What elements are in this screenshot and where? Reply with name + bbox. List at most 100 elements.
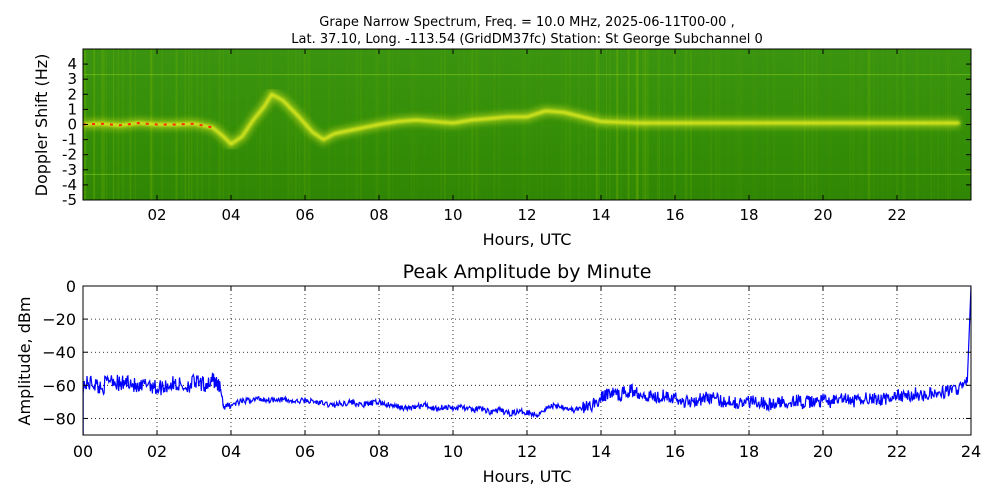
noise-streak: [498, 49, 501, 200]
noise-streak: [256, 49, 258, 200]
noise-streak: [565, 49, 567, 200]
noise-streak: [564, 49, 566, 200]
doppler-trace: [83, 92, 960, 147]
noise-streak: [569, 49, 572, 200]
bottom-y-tick-label: −20: [42, 310, 76, 329]
top-y-tick-label: -3: [62, 161, 77, 179]
bottom-x-tick-label: 12: [517, 442, 537, 461]
bottom-x-axis-label: Hours, UTC: [483, 467, 572, 486]
noise-streak: [222, 49, 225, 200]
noise-streak: [218, 49, 221, 200]
noise-streak: [346, 49, 348, 200]
noise-streak: [585, 49, 587, 200]
top-y-tick-label: 3: [67, 70, 77, 88]
bottom-x-tick-label: 18: [739, 442, 759, 461]
bottom-x-tick-label: 16: [665, 442, 685, 461]
top-y-tick-label: 2: [67, 85, 77, 103]
noise-streak: [497, 49, 498, 200]
top-y-axis-label: Doppler Shift (Hz): [32, 54, 51, 197]
noise-streak: [579, 49, 581, 200]
bottom-x-tick-label: 14: [591, 442, 611, 461]
amplitude-line: [83, 286, 971, 419]
bottom-x-tick-label: 24: [961, 442, 981, 461]
bottom-y-tick-label: 0: [66, 277, 76, 296]
top-y-tick-label: 4: [67, 55, 77, 73]
bottom-x-tick-label: 20: [813, 442, 833, 461]
top-x-axis-label: Hours, UTC: [483, 230, 572, 249]
noise-streak: [582, 49, 584, 200]
top-x-tick-label: 04: [221, 206, 240, 224]
noise-streak: [280, 49, 282, 200]
bottom-x-tick-label: 00: [73, 442, 93, 461]
bottom-x-tick-label: 10: [443, 442, 463, 461]
noise-streak: [479, 49, 481, 200]
noise-streak: [236, 49, 238, 200]
bottom-y-tick-label: −40: [42, 343, 76, 362]
bottom-x-tick-label: 22: [887, 442, 907, 461]
noise-streak: [536, 49, 539, 200]
noise-streak: [234, 49, 235, 200]
bottom-y-axis-label: Amplitude, dBm: [15, 297, 34, 426]
top-x-tick-label: 06: [295, 206, 314, 224]
noise-streak: [334, 49, 336, 200]
noise-streak: [227, 49, 230, 200]
top-y-tick-label: -2: [62, 146, 77, 164]
top-y-tick-label: 1: [67, 100, 77, 118]
top-x-tick-label: 10: [443, 206, 462, 224]
noise-streak: [294, 49, 297, 200]
noise-streak: [517, 49, 518, 200]
top-x-tick-label: 16: [665, 206, 684, 224]
top-y-tick-label: -4: [62, 176, 77, 194]
noise-streak: [965, 49, 967, 200]
noise-streak: [270, 49, 272, 200]
noise-streak: [541, 49, 543, 200]
noise-streak: [524, 49, 526, 200]
noise-streak: [558, 49, 560, 200]
noise-streak: [263, 49, 265, 200]
noise-streak: [270, 49, 272, 200]
noise-streak: [568, 49, 570, 200]
noise-streak: [522, 49, 524, 200]
top-x-tick-label: 08: [369, 206, 388, 224]
noise-streak: [546, 49, 548, 200]
noise-streak: [577, 49, 580, 200]
top-y-tick-label: 0: [67, 116, 77, 134]
doppler-peak-segment: [83, 121, 213, 129]
bottom-y-tick-label: −80: [42, 409, 76, 428]
top-x-tick-label: 02: [147, 206, 166, 224]
top-x-tick-label: 20: [813, 206, 832, 224]
top-x-tick-label: 18: [739, 206, 758, 224]
noise-streak: [258, 49, 260, 200]
noise-streak: [290, 49, 292, 200]
noise-streak: [535, 49, 536, 200]
amplitude-chart-title: Peak Amplitude by Minute: [403, 261, 652, 283]
noise-streak: [295, 49, 297, 200]
noise-streak: [560, 49, 563, 200]
noise-streak: [590, 49, 591, 200]
noise-streak: [527, 49, 530, 200]
top-y-tick-label: -1: [62, 131, 77, 149]
figure-title-line2: Lat. 37.10, Long. -113.54 (GridDM37fc) S…: [291, 32, 762, 47]
noise-streak: [566, 49, 568, 200]
bottom-x-tick-label: 02: [147, 442, 167, 461]
noise-streak: [292, 49, 294, 200]
top-y-tick-label: -5: [62, 191, 77, 209]
top-x-tick-label: 22: [887, 206, 906, 224]
bottom-x-tick-label: 04: [221, 442, 241, 461]
noise-streak: [266, 49, 268, 200]
bottom-y-tick-label: −60: [42, 376, 76, 395]
noise-streak: [493, 49, 496, 200]
noise-streak: [287, 49, 290, 200]
noise-streak: [510, 49, 511, 200]
figure-title-line1: Grape Narrow Spectrum, Freq. = 10.0 MHz,…: [319, 15, 734, 30]
bottom-x-tick-label: 06: [295, 442, 315, 461]
noise-streak: [220, 49, 222, 200]
bottom-x-tick-label: 08: [369, 442, 389, 461]
noise-streak: [328, 49, 330, 200]
amplitude-chart: Peak Amplitude by Minute 00 02 04 06 08 10 12 1…: [15, 261, 981, 486]
noise-streak: [530, 49, 532, 200]
noise-streak: [259, 49, 260, 200]
noise-streak: [540, 49, 541, 200]
